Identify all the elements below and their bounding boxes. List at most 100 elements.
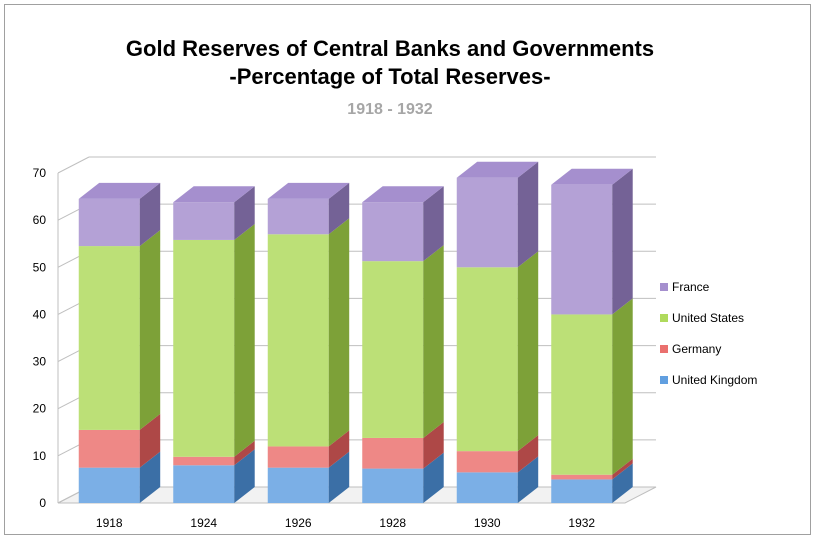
chart-subtitle: 1918 - 1932 bbox=[347, 101, 433, 118]
bar-top bbox=[78, 182, 161, 199]
bar-segment bbox=[551, 298, 633, 475]
bar-front bbox=[456, 472, 518, 503]
bar-front bbox=[362, 468, 424, 503]
bar-front bbox=[173, 465, 235, 503]
y-tick-label: 40 bbox=[33, 307, 47, 321]
chart-title-line2: -Percentage of Total Reserves- bbox=[229, 64, 550, 89]
bar-segment bbox=[78, 413, 161, 468]
bar-segment bbox=[78, 182, 161, 247]
x-tick-label: 1930 bbox=[474, 516, 501, 530]
gridline-side bbox=[57, 156, 90, 174]
bar-side bbox=[139, 230, 161, 430]
bar-segment bbox=[78, 451, 161, 503]
bar-side bbox=[517, 435, 539, 473]
bar-side bbox=[423, 421, 444, 469]
bar-front bbox=[362, 261, 424, 438]
x-tick-label: 1926 bbox=[285, 516, 312, 530]
bar-top bbox=[551, 168, 633, 185]
bar-side bbox=[517, 161, 539, 268]
bar-side bbox=[328, 218, 350, 447]
bar-side bbox=[234, 223, 255, 457]
y-tick-label: 20 bbox=[33, 402, 47, 416]
y-tick-label: 0 bbox=[39, 496, 46, 510]
y-tick-label: 60 bbox=[33, 213, 47, 227]
bar-front bbox=[362, 437, 424, 469]
legend-swatch bbox=[660, 283, 668, 291]
legend-swatch bbox=[660, 345, 668, 353]
bar-top bbox=[456, 161, 539, 178]
bar-front bbox=[456, 267, 518, 452]
bar-segment bbox=[173, 186, 255, 240]
bar-side bbox=[612, 463, 633, 503]
stacked-3d-bar-chart: Gold Reserves of Central Banks and Gover… bbox=[33, 36, 758, 530]
bar-side bbox=[328, 430, 350, 468]
bar-side bbox=[612, 298, 633, 475]
bar-front bbox=[78, 467, 140, 503]
bars bbox=[78, 161, 633, 503]
y-tick-label: 50 bbox=[33, 260, 47, 274]
bar-segment bbox=[551, 458, 633, 480]
bar-side bbox=[139, 182, 161, 247]
bar-segment bbox=[551, 168, 633, 315]
x-tick-label: 1924 bbox=[190, 516, 217, 530]
bar-top bbox=[267, 182, 350, 199]
bar-side bbox=[234, 449, 255, 503]
bar-front bbox=[456, 177, 518, 268]
bar-side bbox=[517, 251, 539, 452]
x-axis: 1918 1924 1926 1928 1930 1932 bbox=[96, 516, 596, 530]
bar-side bbox=[234, 186, 255, 240]
bar-side bbox=[234, 440, 255, 466]
bar-segment bbox=[173, 223, 255, 457]
bar-front bbox=[267, 467, 329, 503]
legend-label: France bbox=[672, 280, 710, 294]
bar-top bbox=[173, 186, 255, 203]
bar-top bbox=[362, 186, 444, 203]
bar-front bbox=[551, 184, 613, 315]
bar-segment bbox=[362, 186, 444, 262]
bar-segment bbox=[456, 251, 539, 452]
x-tick-label: 1918 bbox=[96, 516, 123, 530]
legend-swatch bbox=[660, 376, 668, 384]
chart-frame: Gold Reserves of Central Banks and Gover… bbox=[4, 4, 811, 535]
y-axis: 0 10 20 30 40 50 60 70 bbox=[33, 166, 47, 510]
x-tick-label: 1932 bbox=[568, 516, 595, 530]
legend-label: United States bbox=[672, 311, 744, 325]
bar-segment bbox=[362, 452, 444, 503]
bar-front bbox=[173, 202, 235, 240]
bar-front bbox=[78, 246, 140, 430]
bar-front bbox=[551, 314, 613, 475]
bar-side bbox=[423, 452, 444, 503]
legend-swatch bbox=[660, 314, 668, 322]
bar-segment bbox=[456, 161, 539, 268]
bar-front bbox=[78, 198, 140, 247]
bar-side bbox=[139, 451, 161, 503]
y-tick-label: 10 bbox=[33, 449, 47, 463]
bar-segment bbox=[362, 245, 444, 438]
bar-front bbox=[173, 456, 235, 466]
bar-side bbox=[328, 451, 350, 503]
bar-front bbox=[456, 451, 518, 473]
bar-front bbox=[267, 446, 329, 468]
bar-segment bbox=[173, 449, 255, 503]
bar-segment bbox=[267, 182, 350, 235]
bar-side bbox=[328, 182, 350, 235]
bar-segment bbox=[362, 421, 444, 469]
bar-front bbox=[267, 234, 329, 447]
y-tick-label: 30 bbox=[33, 355, 47, 369]
legend-label: Germany bbox=[672, 342, 721, 356]
bar-front bbox=[267, 198, 329, 235]
bar-front bbox=[551, 479, 613, 503]
bar-side bbox=[517, 456, 539, 503]
bar-side bbox=[612, 168, 633, 315]
chart-title: Gold Reserves of Central Banks and Gover… bbox=[126, 36, 654, 61]
bar-side bbox=[423, 186, 444, 262]
legend-label: United Kingdom bbox=[672, 373, 757, 387]
bar-segment bbox=[551, 463, 633, 503]
bar-segment bbox=[456, 435, 539, 473]
bar-segment bbox=[173, 440, 255, 466]
bar-front bbox=[173, 239, 235, 457]
bar-front bbox=[78, 429, 140, 468]
y-tick-label: 70 bbox=[33, 166, 47, 180]
bar-side bbox=[423, 245, 444, 438]
bar-side bbox=[139, 413, 161, 468]
